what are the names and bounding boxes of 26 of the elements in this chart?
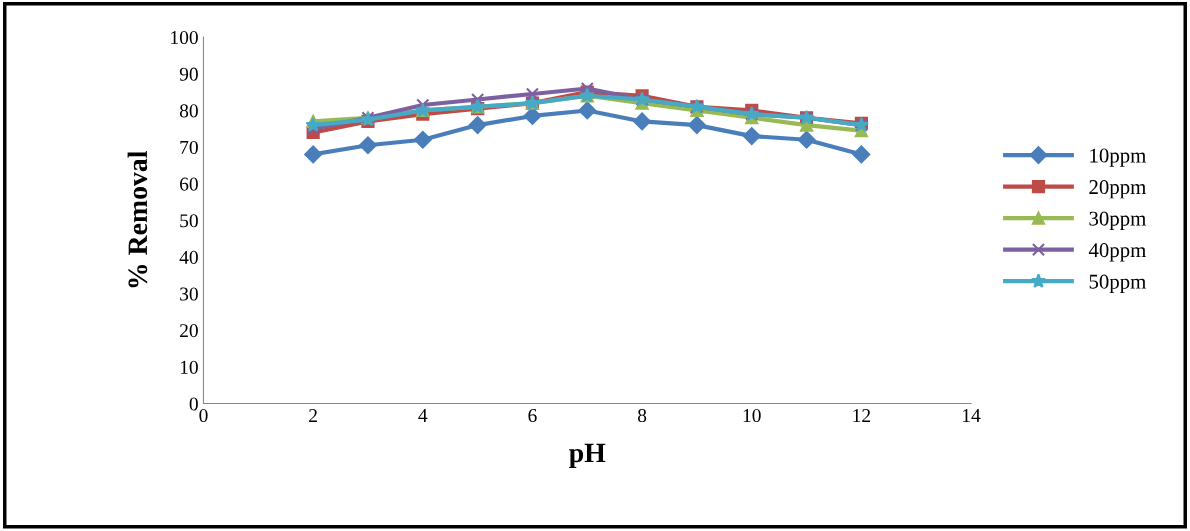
y-tick-label: 80	[179, 104, 198, 118]
y-tick-label: 100	[171, 30, 198, 45]
y-tick-label: 40	[179, 250, 198, 264]
y-tick-label: 20	[180, 324, 198, 338]
x-tick-label: 2	[309, 409, 317, 422]
legend-label: 20ppm	[1089, 180, 1147, 199]
y-tick-label: 30	[180, 287, 198, 301]
x-tick-label: 4	[418, 409, 428, 422]
x-tick-label: 10	[743, 408, 761, 423]
y-tick-label: 70	[180, 140, 198, 155]
y-axis-title: % Removal	[127, 151, 148, 288]
y-tick-label: 60	[180, 177, 198, 191]
legend-label: 50ppm	[1089, 274, 1147, 293]
x-tick-label: 8	[637, 408, 647, 423]
x-tick-label: 0	[199, 408, 208, 423]
y-tick-label: 10	[180, 360, 198, 374]
y-tick-label: 0	[189, 397, 198, 411]
legend-label: 30ppm	[1089, 211, 1147, 230]
y-tick-label: 90	[179, 67, 198, 81]
x-axis-title: pH	[569, 443, 606, 468]
legend-label: 40ppm	[1088, 243, 1147, 262]
x-tick-label: 12	[853, 409, 871, 422]
y-tick-label: 50	[180, 214, 198, 228]
legend-label: 10ppm	[1090, 148, 1147, 167]
x-tick-label: 14	[963, 409, 981, 422]
x-tick-label: 6	[528, 409, 537, 423]
